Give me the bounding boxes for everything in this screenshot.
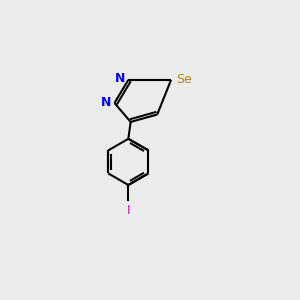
Text: I: I: [127, 204, 130, 217]
Text: Se: Se: [176, 73, 192, 86]
Text: N: N: [115, 72, 126, 85]
Text: N: N: [101, 96, 112, 109]
